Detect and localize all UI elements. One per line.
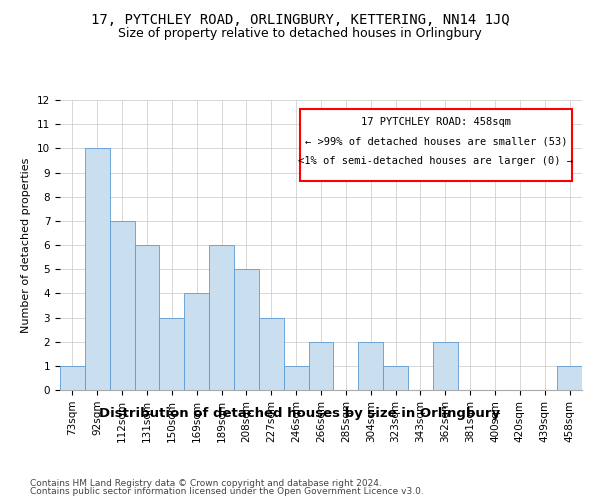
Bar [259,318,284,390]
Bar [134,245,160,390]
Text: ← >99% of detached houses are smaller (53): ← >99% of detached houses are smaller (5… [305,136,567,146]
Bar [184,294,209,390]
Bar [209,245,234,390]
Bar [284,366,308,390]
Text: Contains HM Land Registry data © Crown copyright and database right 2024.: Contains HM Land Registry data © Crown c… [30,478,382,488]
Bar [110,221,134,390]
Text: 17 PYTCHLEY ROAD: 458sqm: 17 PYTCHLEY ROAD: 458sqm [361,117,511,127]
Bar [160,318,184,390]
Bar [308,342,334,390]
Bar [433,342,458,390]
Bar [358,342,383,390]
Bar [383,366,408,390]
Text: 17, PYTCHLEY ROAD, ORLINGBURY, KETTERING, NN14 1JQ: 17, PYTCHLEY ROAD, ORLINGBURY, KETTERING… [91,12,509,26]
Text: Size of property relative to detached houses in Orlingbury: Size of property relative to detached ho… [118,28,482,40]
Y-axis label: Number of detached properties: Number of detached properties [22,158,31,332]
Bar [85,148,110,390]
Text: Distribution of detached houses by size in Orlingbury: Distribution of detached houses by size … [100,408,500,420]
Bar [557,366,582,390]
Text: Contains public sector information licensed under the Open Government Licence v3: Contains public sector information licen… [30,487,424,496]
Bar [60,366,85,390]
Text: <1% of semi-detached houses are larger (0) →: <1% of semi-detached houses are larger (… [298,156,574,166]
Bar [234,269,259,390]
